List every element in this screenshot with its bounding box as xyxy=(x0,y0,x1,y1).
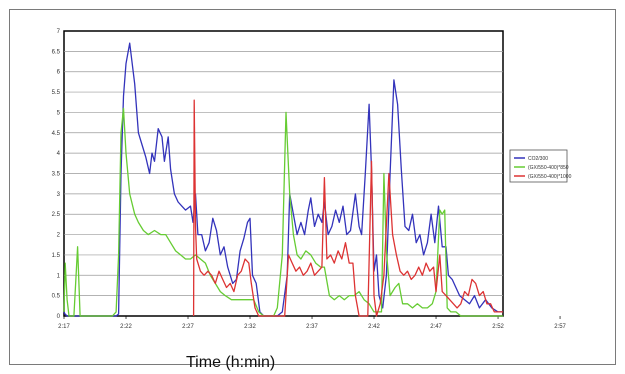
y-tick-label: 3.5 xyxy=(52,172,61,178)
y-tick-label: 1.5 xyxy=(52,253,61,259)
y-tick-label: 6.5 xyxy=(52,49,61,55)
x-tick-label: 2:47 xyxy=(430,324,442,330)
y-tick-label: 0 xyxy=(57,314,61,320)
legend-label: (GX/550-400)*850 xyxy=(528,165,569,171)
x-tick-label: 2:32 xyxy=(244,324,256,330)
chart-frame: 0 0.5 1 1.5 2 2.5 3 3.5 4 4.5 5 5.5 6 6.5 7 2:17 2:22 2:… xyxy=(9,9,616,371)
line-chart: 00.511.522.533.544.555.566.57 2:17 2:22 2:… xyxy=(52,29,572,330)
y-tick-label: 2.5 xyxy=(52,212,61,218)
x-tick-label: 2:27 xyxy=(182,324,194,330)
y-tick-label: 6 xyxy=(57,70,61,76)
x-tick-label: 2:17 xyxy=(58,324,70,330)
series-lines xyxy=(63,42,503,317)
y-tick-label: 5.5 xyxy=(52,90,61,96)
y-axis-ticks: 0 0.5 1 1.5 2 2.5 3 3.5 4 4.5 5 5.5 6 6.5 7 xyxy=(52,29,61,320)
y-tick-label: 1 xyxy=(57,273,61,279)
x-tick-label: 2:42 xyxy=(368,324,380,330)
y-tick-label: 4.5 xyxy=(52,131,61,137)
y-tick-label: 5 xyxy=(57,110,61,116)
series-line xyxy=(192,99,503,317)
series-line xyxy=(63,42,503,317)
x-axis-ticks: 2:17 2:22 2:27 2:32 2:37 2:42 2:47 2:52 2:57 xyxy=(58,316,567,330)
legend-label: CO2/300 xyxy=(528,156,548,162)
x-tick-label: 2:52 xyxy=(492,324,504,330)
x-axis-title: Time (h:min) xyxy=(186,354,276,371)
x-tick-label: 2:37 xyxy=(306,324,318,330)
y-tick-label: 4 xyxy=(57,151,61,157)
y-tick-label: 3 xyxy=(57,192,61,198)
legend-label: (GX/550-400)*1000 xyxy=(528,174,572,180)
y-tick-label: 0.5 xyxy=(52,294,61,300)
y-tick-label: 7 xyxy=(57,29,61,35)
legend: CO2/300 (GX/550-400)*850 (GX/550-400)*1000 xyxy=(509,149,572,183)
y-tick-label: 2 xyxy=(57,233,61,239)
x-tick-label: 2:22 xyxy=(120,324,132,330)
series-line xyxy=(63,107,503,317)
x-tick-label: 2:57 xyxy=(554,324,566,330)
